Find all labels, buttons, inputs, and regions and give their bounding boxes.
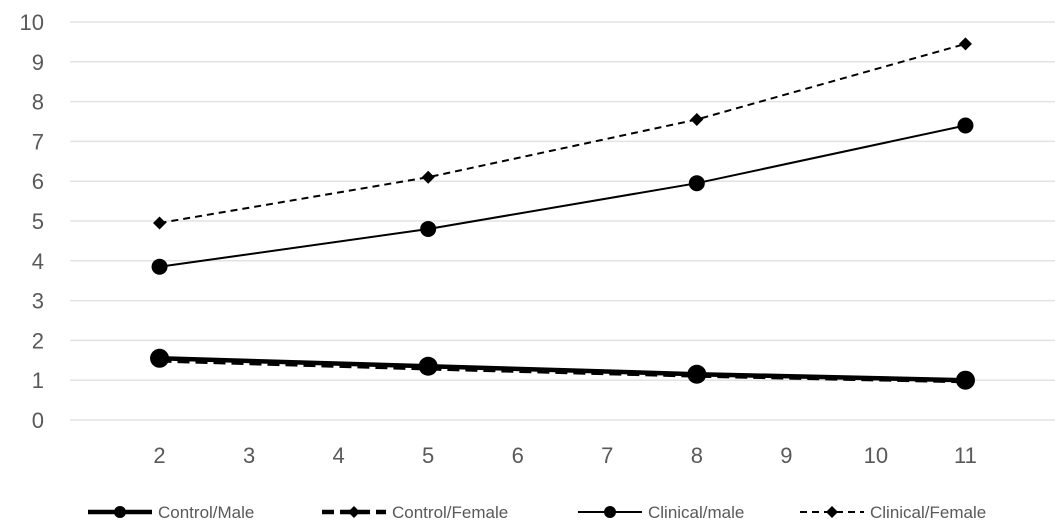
data-point-clinical-female [421, 170, 435, 184]
x-tick-label: 7 [601, 443, 613, 468]
data-point-clinical-female [690, 113, 704, 127]
x-tick-label: 8 [691, 443, 703, 468]
data-point-clinical-male [420, 220, 437, 237]
y-tick-label: 8 [32, 90, 44, 115]
series-line-clinical-female [159, 42, 966, 224]
gridlines [70, 21, 1055, 421]
series-control-male [150, 348, 975, 390]
legend: Control/Male Control/Female Clinical/male C… [88, 503, 986, 522]
y-tick-label: 7 [32, 129, 44, 154]
legend-swatch-marker [826, 506, 838, 518]
y-tick-label: 0 [32, 408, 44, 433]
legend-label: Control/Male [158, 503, 254, 522]
series-clinical-male [151, 117, 974, 275]
series [150, 37, 975, 390]
data-point-clinical-male [151, 258, 168, 275]
series-line-control-female [159, 358, 966, 384]
y-tick-label: 6 [32, 169, 44, 194]
x-tick-label: 4 [333, 443, 345, 468]
data-point-control-female [421, 361, 436, 376]
legend-item: Control/Male [88, 503, 254, 522]
y-tick-label: 2 [32, 328, 44, 353]
legend-label: Clinical/Female [870, 503, 986, 522]
legend-swatch-marker [114, 506, 126, 518]
legend-item: Control/Female [322, 503, 508, 522]
y-tick-label: 3 [32, 289, 44, 314]
data-point-control-female [152, 353, 167, 368]
y-tick-label: 9 [32, 50, 44, 75]
y-tick-label: 4 [32, 249, 44, 274]
y-axis-ticks: 0 1 2 3 4 5 6 7 8 9 10 [20, 10, 44, 433]
y-tick-label: 10 [20, 10, 44, 35]
x-tick-label: 2 [153, 443, 165, 468]
legend-label: Clinical/male [648, 503, 744, 522]
series-control-female [152, 353, 973, 388]
x-tick-label: 9 [780, 443, 792, 468]
legend-swatch-marker [604, 506, 616, 518]
legend-item: Clinical/male [578, 503, 744, 522]
series-line-clinical-male [159, 124, 966, 268]
y-tick-label: 5 [32, 209, 44, 234]
legend-swatch-marker [348, 506, 360, 518]
legend-item: Clinical/Female [800, 503, 986, 522]
x-tick-label: 11 [954, 443, 977, 468]
legend-label: Control/Female [392, 503, 508, 522]
data-point-clinical-female [153, 216, 167, 230]
x-tick-label: 10 [864, 443, 888, 468]
y-tick-label: 1 [32, 368, 44, 393]
x-tick-label: 5 [422, 443, 434, 468]
data-point-control-female [689, 368, 704, 383]
data-point-clinical-male [688, 175, 705, 192]
x-axis-ticks: 2 3 4 5 6 7 8 9 10 11 [153, 443, 976, 468]
x-tick-label: 3 [243, 443, 255, 468]
data-point-clinical-male [957, 117, 974, 134]
data-point-control-female [958, 373, 973, 388]
x-tick-label: 6 [512, 443, 524, 468]
series-clinical-female [153, 37, 972, 230]
data-point-clinical-female [958, 37, 972, 51]
